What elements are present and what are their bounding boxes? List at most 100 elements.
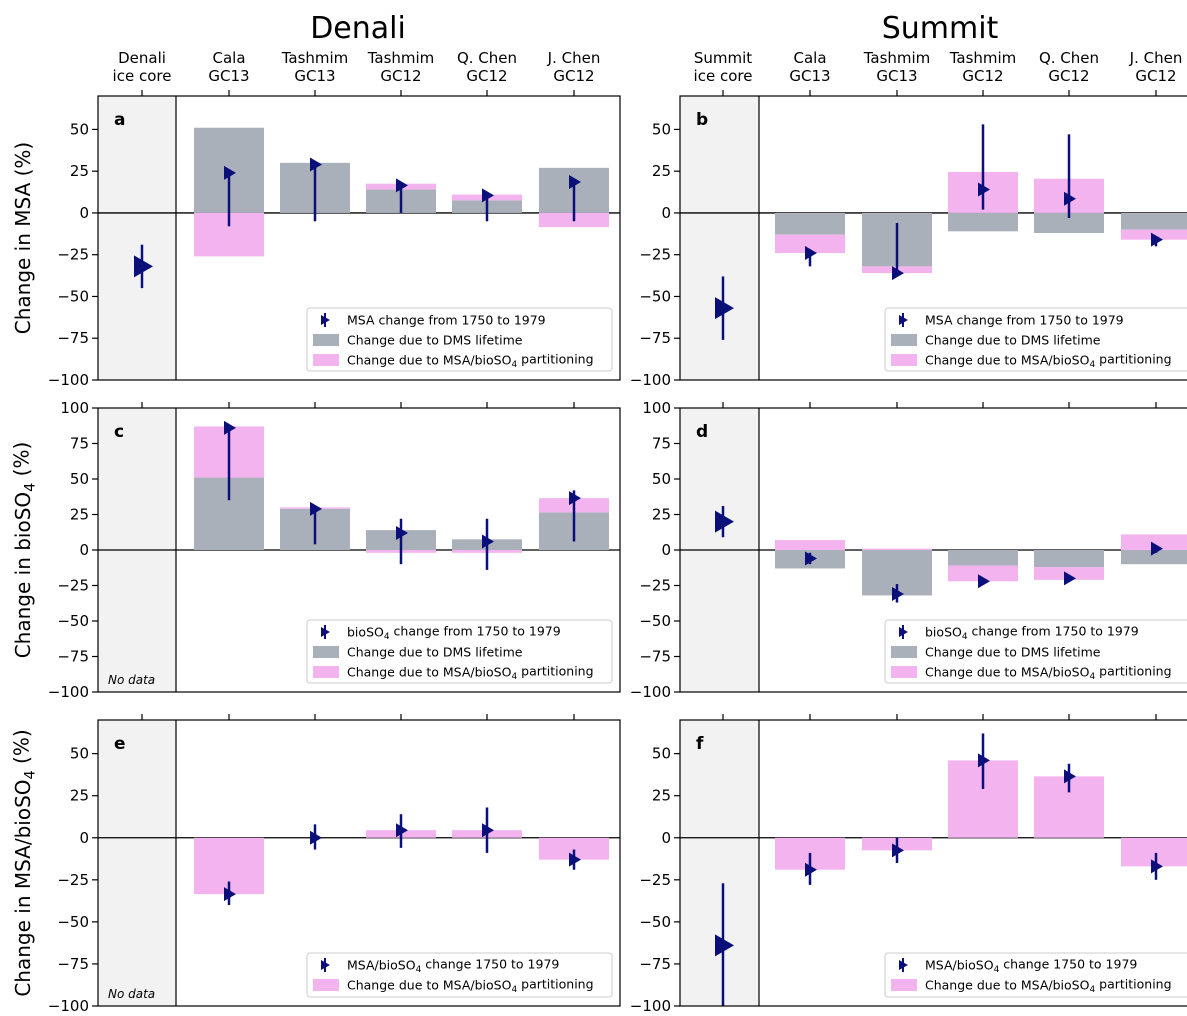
panel-a: −100 −75 −50 −25 0 25 50 a MSA change from 1750 … (48, 90, 621, 389)
legend-label: Change due to DMS lifetime (347, 333, 523, 348)
partition-bar (1121, 534, 1187, 550)
dms-bar (1121, 212, 1187, 230)
column-header-label: J. Chen (547, 49, 601, 67)
y-tick-label: −75 (639, 648, 671, 666)
dms-bar (775, 212, 845, 235)
y-tick-label: 25 (652, 506, 671, 524)
y-tick-label: −75 (639, 329, 671, 347)
panel-frame (679, 719, 1187, 1007)
y-tick-label: −100 (630, 683, 671, 701)
y-tick-label: −100 (630, 997, 671, 1015)
legend-marker (321, 960, 330, 970)
y-tick-label: −25 (57, 871, 89, 889)
y-tick-label: −100 (48, 371, 89, 389)
legend-label: MSA change from 1750 to 1979 (347, 313, 546, 328)
panel-f: −100 −75 −50 −25 0 25 50 f MSA/bioSO4​ change 17… (630, 714, 1187, 1015)
y-tick-label: 0 (661, 204, 671, 222)
y-tick-label: −100 (630, 371, 671, 389)
change-marker (1151, 541, 1163, 556)
dms-bar (1034, 550, 1104, 568)
partition-bar (539, 837, 609, 860)
change-marker (805, 551, 817, 566)
change-marker (396, 178, 408, 193)
no-data-label: No data (108, 987, 155, 1001)
change-marker (1151, 859, 1163, 874)
y-tick-label: 75 (70, 435, 89, 453)
ice-core-shade (98, 96, 176, 380)
change-marker (396, 823, 408, 838)
ice-core-marker (715, 510, 734, 533)
legend-marker (899, 627, 908, 637)
legend-label: Change due to DMS lifetime (925, 333, 1101, 348)
y-tick-label: −75 (57, 648, 89, 666)
legend-label: Change due to DMS lifetime (347, 645, 523, 660)
panel-frame (97, 719, 621, 1007)
legend-label: bioSO4​ change from 1750 to 1979 (925, 623, 1139, 642)
y-tick-label: 25 (70, 506, 89, 524)
column-header-label: Summit (694, 49, 752, 67)
column-header-label: GC12 (1048, 67, 1089, 85)
column-header-label: Q. Chen (457, 49, 517, 67)
legend-swatch-partition (313, 354, 339, 366)
legend-marker (321, 627, 330, 637)
panel-letter: c (114, 422, 124, 442)
legend-swatch-partition (313, 666, 339, 678)
y-tick-label: −25 (639, 246, 671, 264)
legend-label: bioSO4​ change from 1750 to 1979 (347, 623, 561, 642)
panel-d: −100 −75 −50 −25 0 25 50 75 100 d bioSO4​ change f… (630, 399, 1187, 701)
change-marker (978, 753, 990, 768)
change-marker (224, 420, 236, 435)
y-tick-label: −50 (57, 612, 89, 630)
panel-frame (97, 95, 621, 381)
legend-label: MSA/bioSO4​ change 1750 to 1979 (925, 956, 1137, 975)
partition-bar (775, 234, 845, 254)
ice-core-shade (98, 720, 176, 1006)
change-marker (892, 266, 904, 281)
change-marker (805, 862, 817, 877)
y-tick-label: −100 (48, 997, 89, 1015)
panel-c: No data −100 −75 −50 −25 0 25 50 75 100 c bioSO4​ c… (48, 399, 621, 701)
change-marker (569, 175, 581, 190)
legend-box (306, 952, 613, 998)
y-tick-label: −50 (639, 913, 671, 931)
dms-bar (1121, 550, 1187, 565)
legend-label: Change due to MSA/bioSO4​ partitioning (347, 663, 594, 682)
panel-frame (679, 95, 1187, 381)
y-tick-label: 0 (661, 541, 671, 559)
y-tick-label: −50 (57, 287, 89, 305)
legend-label: Change due to MSA/bioSO4​ partitioning (347, 351, 594, 370)
y-tick-label: 100 (60, 399, 89, 417)
y-tick-label: 50 (652, 120, 671, 138)
column-header-label: GC13 (208, 67, 249, 85)
dms-bar (1034, 212, 1104, 233)
y-tick-label: 0 (661, 829, 671, 847)
change-marker (1064, 571, 1076, 586)
column-header-label: Tashmim (949, 49, 1017, 67)
y-tick-label: −100 (48, 683, 89, 701)
column-header-label: ice core (113, 67, 172, 85)
change-marker (224, 165, 236, 180)
y-tick-label: 25 (652, 162, 671, 180)
y-tick-label: 0 (79, 204, 89, 222)
change-marker (978, 182, 990, 197)
legend-box (884, 307, 1187, 372)
panel-letter: d (696, 422, 708, 442)
column-header-label: Tashmim (863, 49, 931, 67)
change-marker (1151, 232, 1163, 247)
column-header-label: GC13 (876, 67, 917, 85)
panel-letter: f (696, 734, 704, 754)
legend-marker (321, 315, 330, 325)
column-header-label: GC13 (789, 67, 830, 85)
ice-core-marker (134, 255, 153, 278)
legend-box (884, 619, 1187, 684)
change-marker (892, 843, 904, 858)
y-tick-label: 50 (70, 470, 89, 488)
legend-swatch-partition (891, 666, 917, 678)
column-header-label: GC12 (962, 67, 1003, 85)
legend-swatch-partition (891, 979, 917, 991)
legend-label: Change due to MSA/bioSO4​ partitioning (347, 976, 594, 995)
panel-b: −100 −75 −50 −25 0 25 50 b MSA change from 1750 … (630, 90, 1187, 389)
legend-label: Change due to MSA/bioSO4​ partitioning (925, 663, 1172, 682)
legend-swatch-dms (313, 646, 339, 658)
legend-label: MSA/bioSO4​ change 1750 to 1979 (347, 956, 559, 975)
